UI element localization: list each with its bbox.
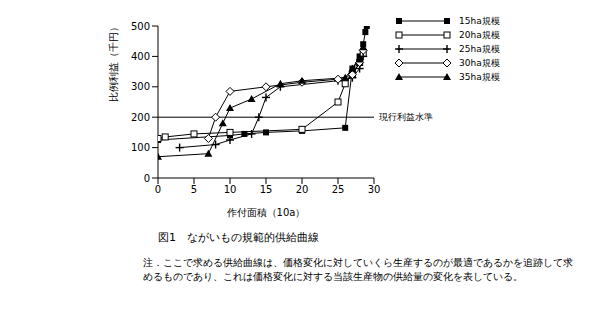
html-text:注．ここで求める供給曲線は、価格変化に対していくら生産するの: 注．ここで求める供給曲線は、価格変化に対していくら生産するのが最適であるかを追跡… — [143, 257, 573, 282]
svg-text:400: 400 — [131, 51, 150, 62]
svg-text:10: 10 — [224, 184, 237, 195]
html-text:図1 ながいもの規範的供給曲線: 図1 ながいもの規範的供給曲線 — [158, 231, 319, 244]
svg-text:0: 0 — [155, 184, 161, 195]
svg-text:300: 300 — [131, 81, 150, 92]
html-text:30ha規模: 30ha規模 — [459, 58, 500, 68]
svg-text:0: 0 — [144, 173, 150, 184]
svg-text:20: 20 — [296, 184, 309, 195]
svg-text:500: 500 — [131, 21, 150, 32]
svg-text:30: 30 — [368, 184, 381, 195]
svg-text:現行利益水準: 現行利益水準 — [379, 112, 433, 122]
svg-text:5: 5 — [191, 184, 197, 195]
html-text:25ha規模: 25ha規模 — [459, 44, 500, 54]
svg-text:25: 25 — [332, 184, 345, 195]
svg-text:作付面積（10a）: 作付面積（10a） — [226, 207, 306, 218]
svg-text:100: 100 — [131, 142, 150, 153]
html-text:20ha規模: 20ha規模 — [459, 30, 500, 40]
html-text:35ha規模: 35ha規模 — [459, 72, 500, 82]
html-text:15ha規模: 15ha規模 — [459, 16, 500, 26]
svg-text:200: 200 — [131, 112, 150, 123]
svg-text:15: 15 — [260, 184, 273, 195]
svg-text:比例利益（千円）: 比例利益（千円） — [108, 22, 119, 102]
